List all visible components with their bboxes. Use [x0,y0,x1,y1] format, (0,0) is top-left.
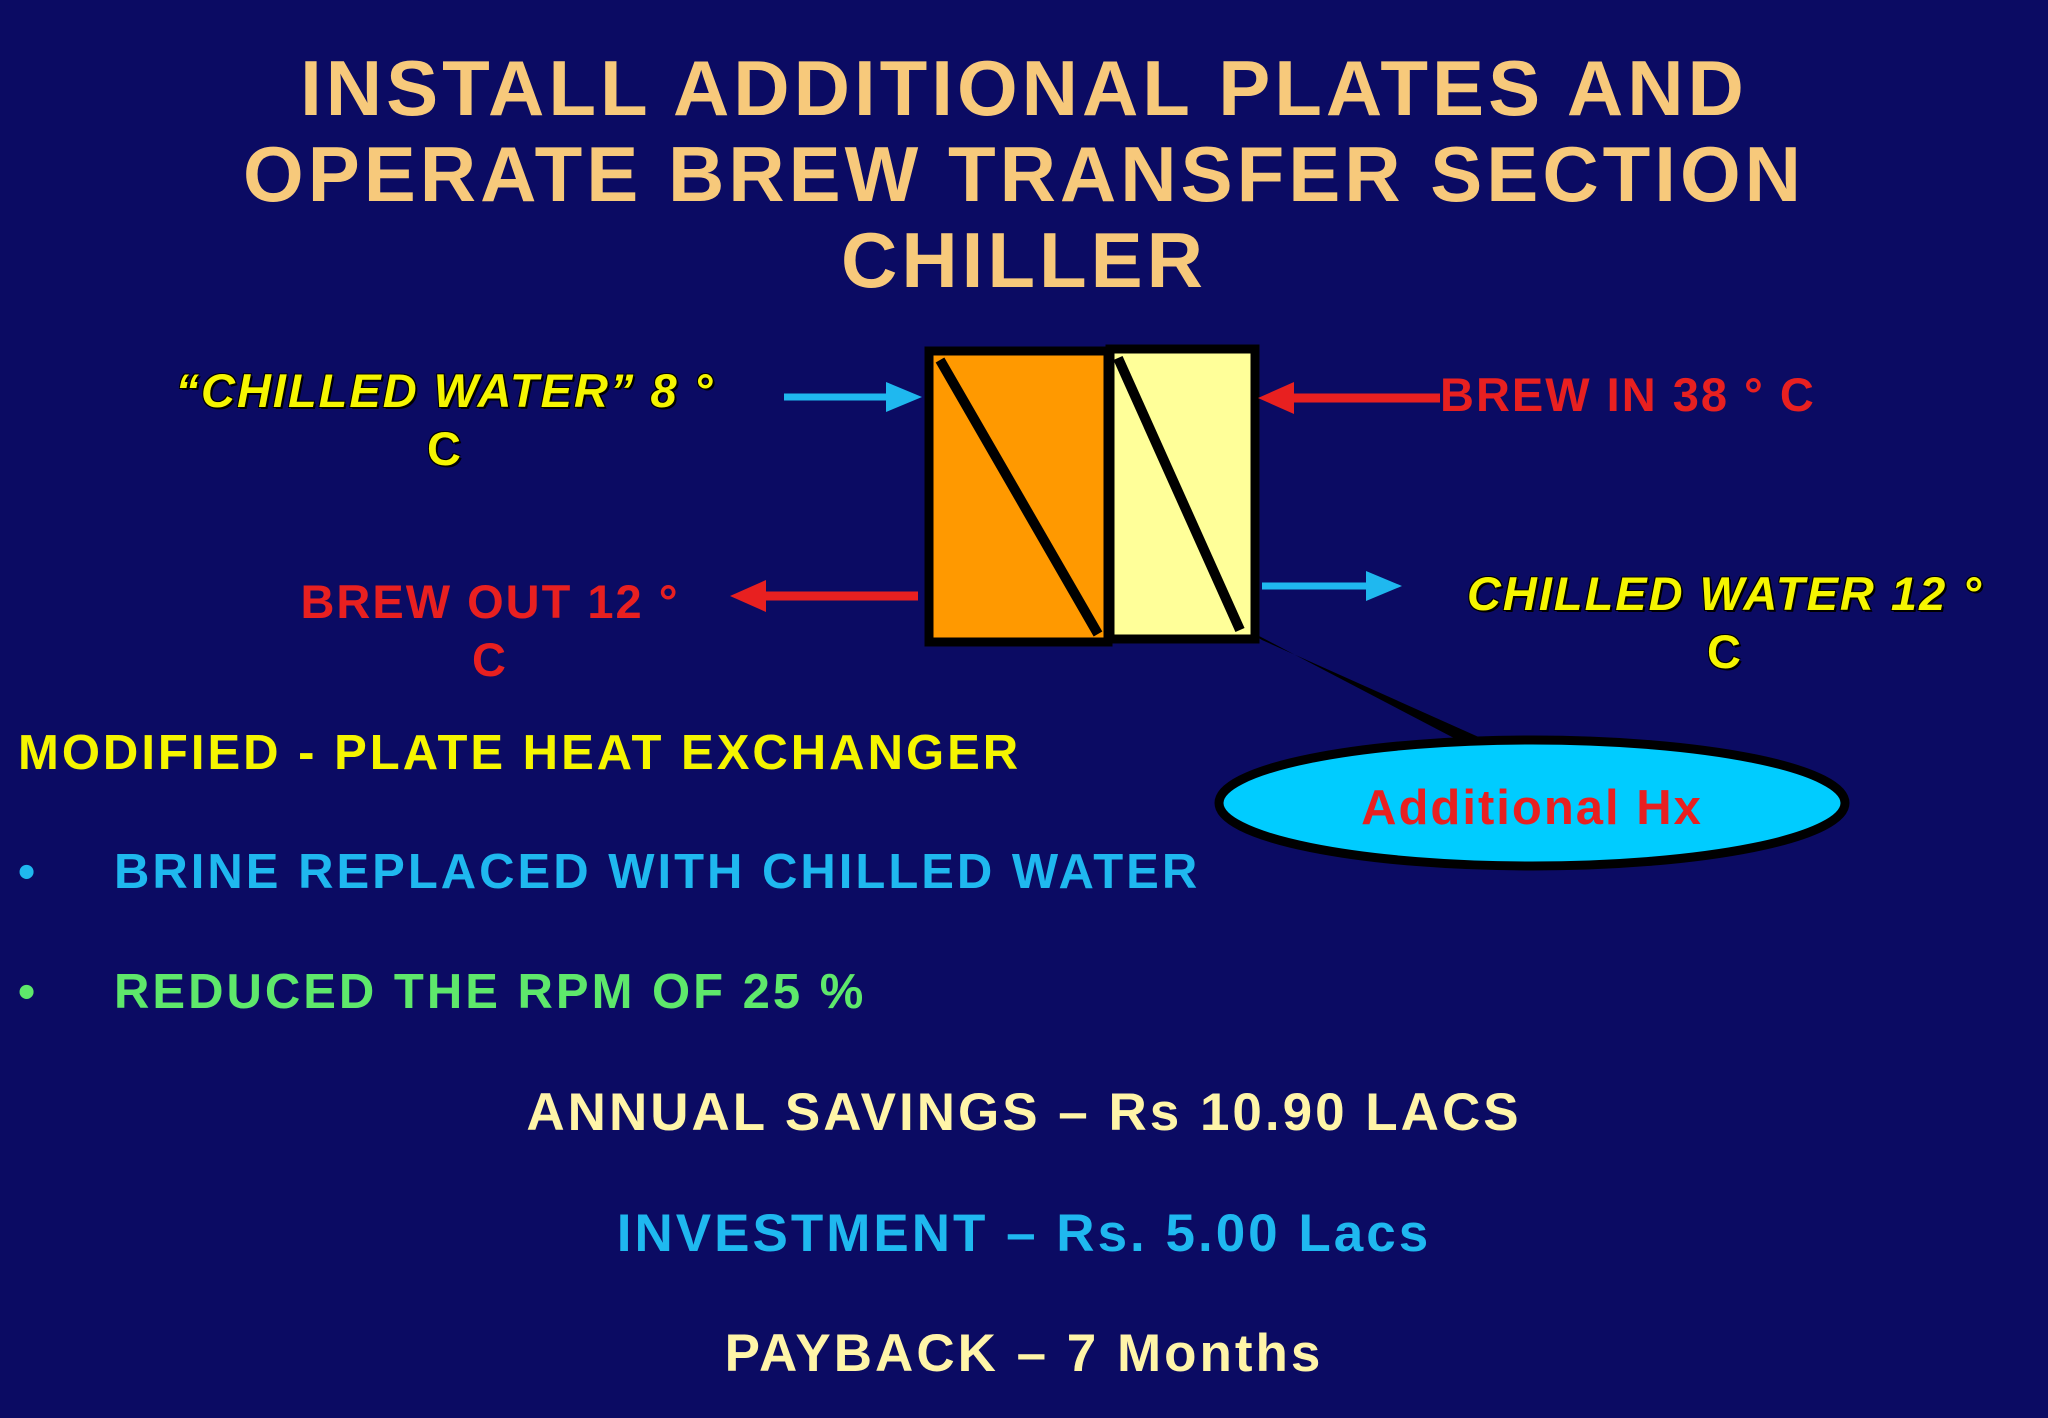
plate-orange-diagonal [935,357,1103,637]
label-brew-out-line1: BREW OUT 12 ° [300,575,680,628]
arrow-brew-out [730,580,918,612]
label-chilled-water-out-line1: CHILLED WATER 12 ° [1466,567,1984,620]
label-chilled-water-in-line2: C [427,422,463,475]
title-line-1: INSTALL ADDITIONAL PLATES AND [300,44,1748,132]
arrow-chilled-water-out [1262,571,1402,601]
annual-savings: ANNUAL SAVINGS – Rs 10.90 LACS [526,1083,1522,1142]
title-line-3: CHILLER [841,216,1207,304]
bullet-marker: • [18,845,39,899]
callout-label: Additional Hx [1361,781,1703,835]
label-chilled-water-out-line2: C [1707,625,1743,678]
section-heading: MODIFIED - PLATE HEAT EXCHANGER [18,726,1022,780]
bullet-marker: • [18,965,39,1019]
bullet-item: • BRINE REPLACED WITH CHILLED WATER [0,844,1400,904]
callout-ellipse [1214,735,1850,871]
label-brew-in: BREW IN 38 ° C [1440,368,1816,421]
bullet-item: • REDUCED THE RPM OF 25 % [0,964,1400,1024]
label-brew-out: BREW OUT 12 ° C [265,573,715,689]
title-line-2: OPERATE BREW TRANSFER SECTION [243,130,1805,218]
label-brew-out-line2: C [472,633,508,686]
payback: PAYBACK – 7 Months [724,1324,1324,1383]
label-chilled-water-out: CHILLED WATER 12 ° C [1430,565,2020,681]
arrow-chilled-water-in [784,382,922,412]
bullet-text: BRINE REPLACED WITH CHILLED WATER [114,845,1201,899]
label-chilled-water-in-line1: “CHILLED WATER” 8 ° [175,364,715,417]
bullet-text: REDUCED THE RPM OF 25 % [114,965,867,1019]
arrow-brew-in [1258,382,1440,414]
investment: INVESTMENT – Rs. 5.00 Lacs [616,1204,1432,1263]
label-chilled-water-in: “CHILLED WATER” 8 ° C [150,362,740,478]
plate-light-diagonal [1113,355,1245,633]
